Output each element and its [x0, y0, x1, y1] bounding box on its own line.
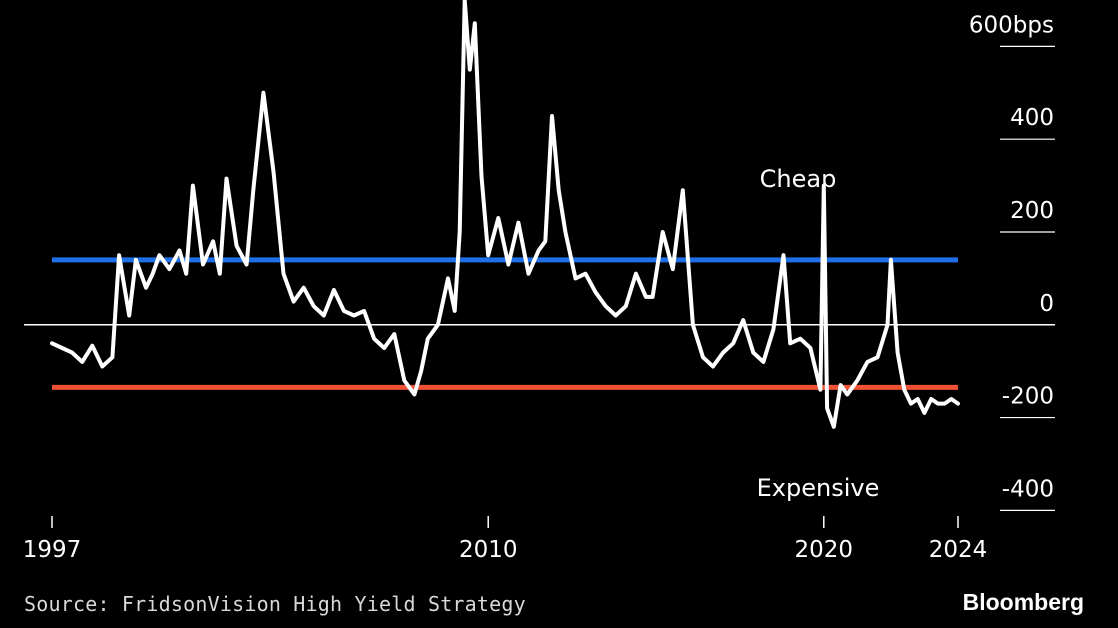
y-tick-label: -400 [1002, 476, 1054, 502]
y-tick-label: 400 [1010, 105, 1054, 131]
annotation-expensive: Expensive [757, 474, 880, 502]
y-tick-label: 0 [1039, 291, 1054, 317]
x-tick-label: 2024 [929, 537, 988, 563]
y-tick-label: 200 [1010, 198, 1054, 224]
x-tick-label: 1997 [23, 537, 82, 563]
bloomberg-logo: Bloomberg [962, 589, 1084, 615]
series-line [50, 0, 960, 429]
source-note: Source: FridsonVision High Yield Strateg… [24, 592, 526, 616]
y-tick-label: -200 [1002, 384, 1054, 410]
y-tick-label: 600bps [969, 12, 1054, 38]
x-tick-label: 2010 [459, 537, 518, 563]
x-tick-label: 2020 [795, 537, 854, 563]
annotation-cheap: Cheap [760, 165, 837, 193]
